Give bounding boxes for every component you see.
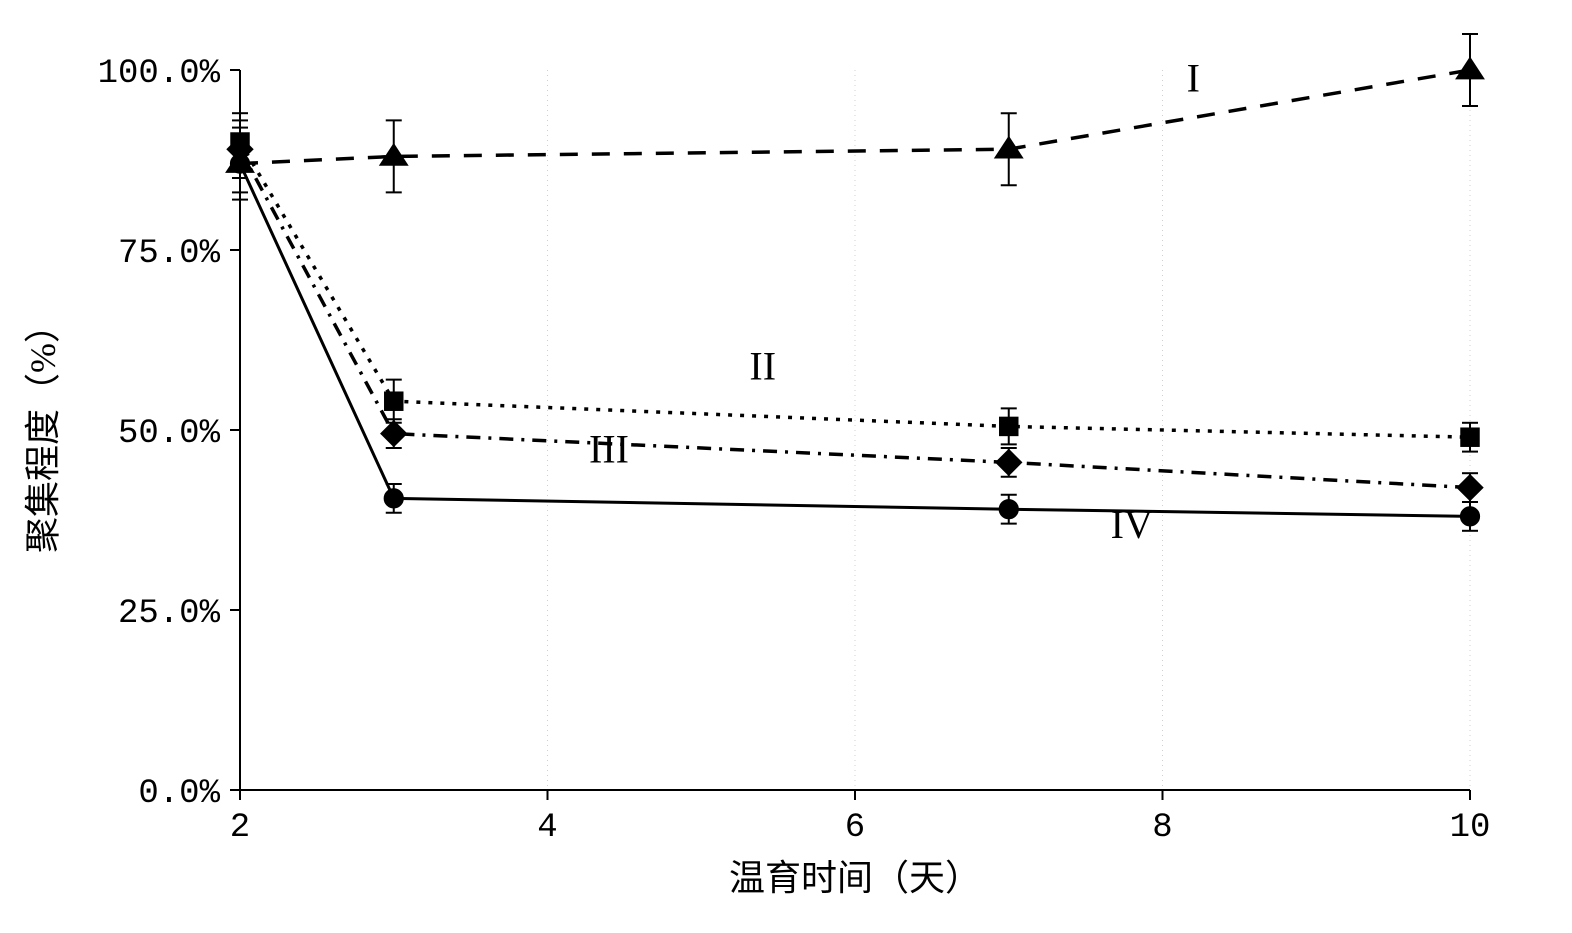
series-label-III: III: [589, 426, 629, 471]
y-tick-label: 50.0%: [118, 415, 221, 453]
y-tick-label: 0.0%: [138, 775, 220, 813]
series-label-I: I: [1187, 56, 1200, 101]
x-tick-label: 2: [230, 809, 250, 847]
y-axis-label: 聚集程度（%）: [23, 307, 63, 553]
chart-svg: 2468100.0%25.0%50.0%75.0%100.0%温育时间（天）聚集…: [0, 0, 1572, 933]
y-tick-label: 25.0%: [118, 595, 221, 633]
x-tick-label: 4: [537, 809, 557, 847]
x-tick-label: 8: [1152, 809, 1172, 847]
x-tick-label: 6: [845, 809, 865, 847]
series-label-II: II: [749, 344, 776, 389]
y-tick-label: 100.0%: [98, 55, 221, 93]
y-tick-label: 75.0%: [118, 235, 221, 273]
x-tick-label: 10: [1450, 809, 1491, 847]
line-chart: 2468100.0%25.0%50.0%75.0%100.0%温育时间（天）聚集…: [0, 0, 1572, 933]
x-axis-label: 温育时间（天）: [729, 858, 981, 898]
series-label-IV: IV: [1111, 502, 1153, 547]
